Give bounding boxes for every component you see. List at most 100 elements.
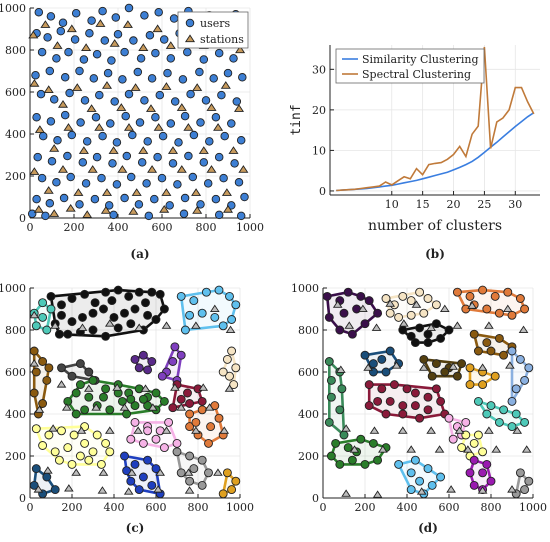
- user-point: [49, 95, 59, 104]
- user-point: [130, 354, 140, 364]
- x-tick-label: 400: [397, 501, 418, 514]
- station-point: [40, 20, 51, 28]
- station-point: [112, 383, 122, 391]
- station-point: [165, 41, 176, 49]
- user-point: [143, 365, 153, 375]
- user-point: [478, 380, 488, 390]
- user-point: [356, 291, 366, 301]
- user-point: [144, 211, 154, 221]
- user-point: [402, 384, 412, 394]
- user-point: [34, 7, 44, 17]
- series-line-1: [336, 46, 535, 192]
- user-point: [88, 325, 98, 335]
- station-point: [94, 123, 105, 131]
- user-point: [448, 434, 458, 444]
- user-point: [217, 90, 226, 100]
- user-point: [415, 413, 425, 423]
- user-point: [38, 399, 48, 408]
- user-point: [97, 173, 106, 183]
- station-point: [369, 426, 380, 434]
- station-point: [138, 146, 149, 154]
- user-point: [225, 291, 234, 301]
- user-point: [80, 289, 90, 299]
- user-point: [419, 308, 429, 318]
- x-tick-label: 30: [508, 198, 522, 211]
- user-point: [494, 333, 504, 343]
- user-point: [155, 289, 165, 299]
- user-point: [38, 357, 48, 366]
- user-point: [473, 346, 483, 356]
- user-point: [66, 172, 75, 182]
- x-tick-label: 1000: [519, 501, 547, 514]
- user-point: [381, 294, 391, 303]
- station-point: [484, 321, 494, 329]
- station-point: [123, 487, 134, 495]
- user-point: [227, 485, 237, 495]
- user-point: [80, 405, 90, 415]
- user-point: [99, 304, 108, 314]
- station-point: [159, 204, 170, 213]
- user-point: [218, 489, 228, 499]
- user-point: [406, 296, 416, 306]
- user-point: [104, 201, 114, 210]
- user-point: [227, 315, 237, 324]
- user-point: [168, 357, 178, 366]
- user-point: [185, 310, 195, 320]
- user-point: [37, 173, 47, 183]
- user-point: [203, 179, 213, 188]
- user-point: [47, 157, 57, 166]
- user-point: [70, 35, 80, 44]
- station-point: [507, 485, 517, 493]
- user-point: [335, 405, 345, 415]
- station-point: [439, 304, 450, 312]
- x-tick-label: 800: [196, 221, 217, 234]
- user-point: [507, 346, 517, 356]
- user-point: [469, 455, 479, 465]
- user-point: [172, 447, 182, 457]
- station-point: [145, 104, 157, 112]
- station-point: [484, 426, 494, 434]
- user-point: [52, 178, 61, 187]
- station-point: [123, 123, 135, 131]
- user-point: [113, 30, 123, 39]
- user-point: [185, 451, 195, 461]
- y-tick-label: 600: [5, 86, 26, 99]
- station-point: [147, 165, 158, 173]
- user-point: [159, 304, 169, 314]
- user-point: [385, 396, 395, 406]
- station-point: [34, 125, 45, 133]
- user-point: [520, 485, 530, 495]
- user-point: [343, 287, 353, 297]
- user-point: [230, 159, 239, 168]
- user-point: [43, 33, 52, 42]
- user-point: [427, 371, 437, 381]
- user-point: [41, 211, 50, 221]
- user-point: [109, 210, 118, 220]
- user-point: [105, 447, 115, 457]
- user-point: [84, 367, 94, 377]
- user-point: [113, 323, 123, 333]
- user-point: [520, 304, 530, 314]
- y-tick-label: 200: [5, 170, 26, 183]
- user-point: [90, 194, 100, 204]
- user-point: [201, 287, 211, 297]
- user-point: [236, 211, 246, 221]
- user-point: [461, 417, 471, 427]
- user-point: [155, 90, 165, 100]
- user-point: [75, 200, 84, 209]
- user-point: [113, 285, 123, 295]
- user-point: [92, 430, 102, 440]
- user-point: [80, 438, 90, 448]
- station-point: [446, 485, 456, 493]
- user-point: [105, 405, 115, 415]
- user-point: [140, 96, 149, 105]
- x-tick-label: 20: [447, 198, 461, 211]
- user-point: [81, 179, 91, 188]
- station-point: [43, 85, 54, 93]
- user-point: [172, 438, 182, 448]
- user-point: [100, 36, 110, 45]
- user-point: [209, 74, 218, 83]
- user-point: [423, 464, 433, 474]
- station-point: [411, 300, 422, 308]
- y-axis-label: tinf: [289, 104, 304, 135]
